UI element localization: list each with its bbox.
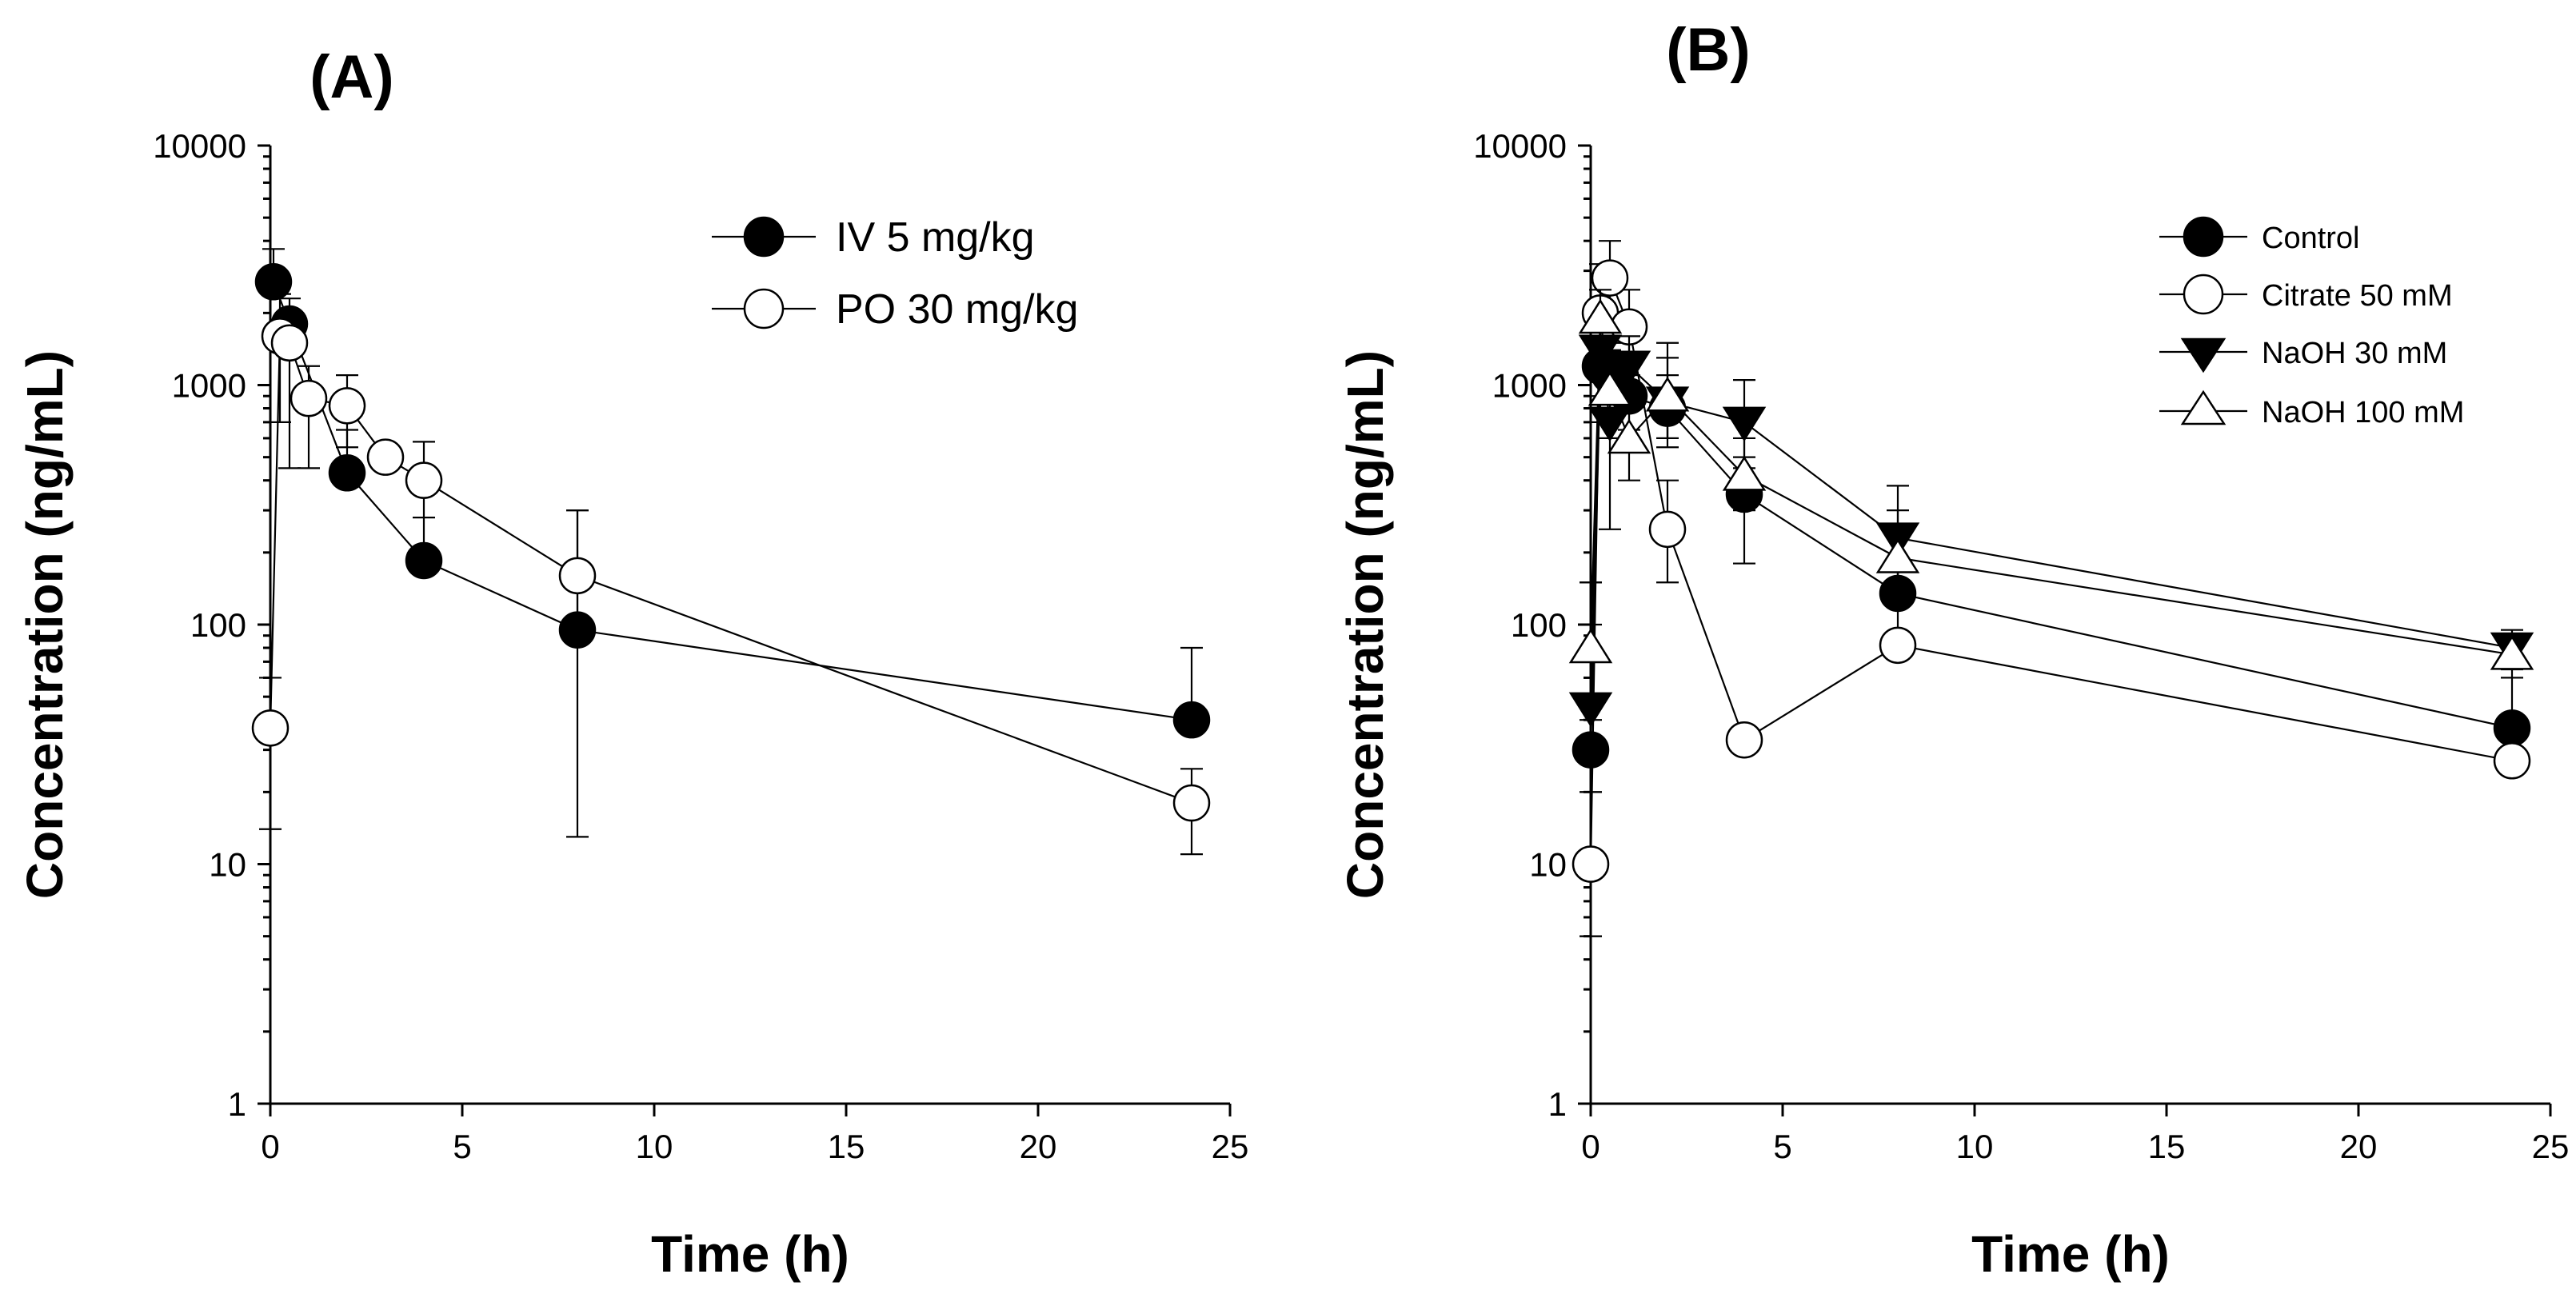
panel-a-data-point: [1172, 701, 1211, 739]
panel-b-data-point: [1591, 259, 1629, 297]
legend-a-label-iv: IV 5 mg/kg: [836, 214, 1035, 261]
panel-b-x-tick-label: 0: [1581, 1128, 1600, 1165]
panel-a-x-ticks: 0 5 10 15 20 25: [261, 1104, 1248, 1165]
panel-b-data-point: [1607, 350, 1651, 386]
panel-a-data-point: [251, 709, 290, 747]
panel-a-data-point: [290, 379, 328, 417]
panel-b-y-tick-label: 1000: [1492, 367, 1567, 405]
legend-b-marker-control: [2183, 216, 2224, 258]
panel-a-series-line-iv-5-mg-kg: [272, 281, 1192, 721]
panel-a-y-tick-label: 10000: [153, 127, 246, 165]
legend-b-marker-naoh100: [2180, 389, 2227, 425]
panel-a-x-tick-label: 25: [1212, 1128, 1249, 1165]
panel-a-series-po-30-mg-kg: [251, 293, 1211, 856]
panel-a-x-tick-label: 10: [636, 1128, 673, 1165]
panel-b-data-point: [1568, 628, 1613, 664]
panel-b-data-point: [1607, 418, 1651, 454]
panel-b-x-ticks: 0 5 10 15 20 25: [1581, 1104, 2569, 1165]
legend-a-marker-iv: [743, 216, 785, 258]
panel-b-data-point: [1645, 376, 1690, 412]
panel-b-data-point: [1648, 510, 1687, 549]
legend-a-marker-po: [743, 288, 785, 329]
panel-a-y-tick-label: 1: [228, 1085, 246, 1123]
panel-b-series-naoh-30-mm: [1568, 317, 2534, 793]
legend-b-label-control: Control: [2262, 222, 2360, 255]
panel-b-plot-area: [1568, 240, 2534, 937]
panel-b-x-tick-label: 25: [2532, 1128, 2570, 1165]
panel-a-x-tick-label: 5: [453, 1128, 471, 1165]
panel-b-data-point: [1572, 845, 1610, 883]
panel-b-y-tick-label: 10: [1529, 846, 1567, 884]
panel-b-x-tick-label: 20: [2340, 1128, 2378, 1165]
panel-a-data-point: [405, 541, 443, 580]
panel-a-y-axis-title: Concentration (ng/mL): [16, 350, 74, 899]
panel-b-data-point: [1588, 370, 1632, 406]
panel-b-data-point: [1875, 538, 1920, 573]
panel-a-plot-area: [251, 248, 1211, 856]
panel-b-y-ticks: 1 10 100 1000 10000: [1473, 127, 1591, 1123]
panel-b-data-point: [1578, 298, 1623, 334]
panel-a-data-point: [328, 387, 366, 425]
panel-a-data-point: [1172, 784, 1211, 822]
panel-a-legend: IV 5 mg/kg PO 30 mg/kg: [712, 214, 1078, 333]
panel-b-y-axis-title: Concentration (ng/mL): [1336, 350, 1394, 899]
panel-a-label: (A): [310, 43, 394, 111]
panel-b-data-point: [2493, 742, 2531, 780]
panel-b-y-tick-label: 10000: [1473, 127, 1567, 165]
panel-b-y-tick-label: 100: [1511, 606, 1567, 644]
panel-b-series-naoh-100-mm: [1568, 289, 2534, 721]
panel-a-x-tick-label: 20: [1020, 1128, 1057, 1165]
panel-b-legend: Control Citrate 50 mM NaOH 30 mM NaOH 10…: [2159, 216, 2464, 429]
panel-b-data-point: [1722, 406, 1767, 442]
panel-b-data-point: [1725, 721, 1763, 759]
legend-b-marker-naoh30: [2180, 337, 2227, 373]
panel-b-label: (B): [1666, 16, 1751, 84]
panel-b-data-point: [2490, 635, 2534, 670]
panel-b-y-tick-label: 1: [1548, 1085, 1567, 1123]
panel-a-data-point: [270, 324, 309, 362]
panel-a-data-point: [254, 263, 293, 301]
panel-b-x-tick-label: 15: [2148, 1128, 2186, 1165]
panel-b-data-point: [2493, 709, 2531, 747]
panel-a-y-tick-label: 100: [190, 606, 246, 644]
panel-b-data-point: [1722, 455, 1767, 491]
legend-b-label-naoh100: NaOH 100 mM: [2262, 396, 2464, 429]
panel-a-data-point: [328, 454, 366, 492]
legend-b-label-citrate: Citrate 50 mM: [2262, 279, 2453, 313]
panel-a-x-tick-label: 0: [261, 1128, 279, 1165]
panel-b-data-point: [1879, 626, 1917, 665]
legend-b-label-naoh30: NaOH 30 mM: [2262, 337, 2447, 370]
panel-a-x-tick-label: 15: [828, 1128, 865, 1165]
panel-b-x-tick-label: 10: [1956, 1128, 1994, 1165]
panel-a-x-axis-title: Time (h): [651, 1225, 849, 1283]
panel-b-x-tick-label: 5: [1773, 1128, 1791, 1165]
panel-a-data-point: [366, 438, 405, 476]
panel-a-y-ticks: 1 10 100 1000 10000: [153, 127, 270, 1123]
panel-a-data-point: [558, 557, 597, 595]
panel-a-y-tick-label: 10: [209, 846, 246, 884]
panel-a-y-tick-label: 1000: [172, 367, 246, 405]
legend-b-marker-citrate: [2183, 274, 2224, 315]
legend-a-label-po: PO 30 mg/kg: [836, 286, 1078, 333]
panel-b-x-axis-title: Time (h): [1971, 1225, 2170, 1283]
panel-a-data-point: [405, 461, 443, 499]
